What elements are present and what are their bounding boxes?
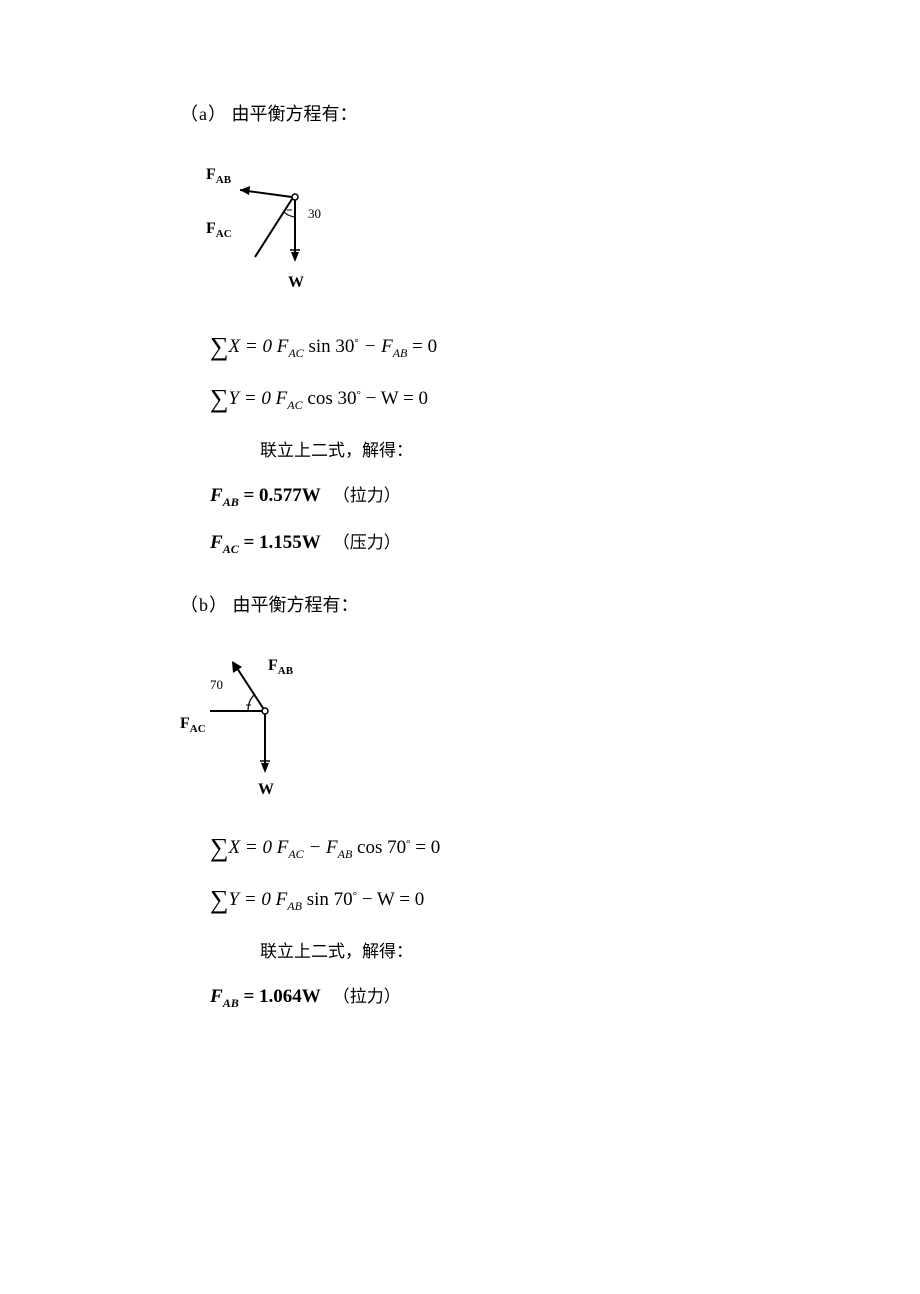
section-b-title: 由平衡方程有： (233, 595, 359, 615)
diagram-a: FAB FAC 30 W (200, 162, 360, 302)
eq-b-x: ∑X = 0 FAC − FAB cos 70° = 0 (210, 833, 860, 863)
note-b: 联立上二式，解得： (260, 937, 860, 962)
label-fac-a: FAC (206, 220, 232, 240)
label-fab-b: FAB (268, 657, 293, 677)
equations-b: ∑X = 0 FAC − FAB cos 70° = 0 ∑Y = 0 FAB … (210, 833, 860, 1011)
result-a-1: FAB = 0.577W（拉力） (210, 481, 860, 510)
label-w-b: W (258, 781, 274, 799)
label-fac-b: FAC (180, 715, 206, 735)
eq-a-y: ∑Y = 0 FAC cos 30° − W = 0 (210, 384, 860, 414)
eq-a-x: ∑X = 0 FAC sin 30° − FAB = 0 (210, 332, 860, 362)
note-a: 联立上二式，解得： (260, 436, 860, 461)
section-a-heading: （a） 由平衡方程有： (180, 100, 860, 126)
label-fab-a: FAB (206, 166, 231, 186)
label-w-a: W (288, 274, 304, 292)
equations-a: ∑X = 0 FAC sin 30° − FAB = 0 ∑Y = 0 FAC … (210, 332, 860, 557)
result-a-2: FAC = 1.155W（压力） (210, 528, 860, 557)
section-a-label: （a） (180, 104, 227, 124)
label-angle-a: 30 (308, 206, 321, 222)
section-b-heading: （b） 由平衡方程有： (180, 591, 860, 617)
diagram-b: FAB 70 FAC W (180, 653, 350, 803)
section-a-title: 由平衡方程有： (232, 104, 358, 124)
section-b-label: （b） (180, 595, 228, 615)
page-content: （a） 由平衡方程有： FAB FAC 30 W (0, 0, 920, 1088)
label-angle-b: 70 (210, 677, 223, 693)
result-b-1: FAB = 1.064W（拉力） (210, 982, 860, 1011)
eq-b-y: ∑Y = 0 FAB sin 70° − W = 0 (210, 885, 860, 915)
